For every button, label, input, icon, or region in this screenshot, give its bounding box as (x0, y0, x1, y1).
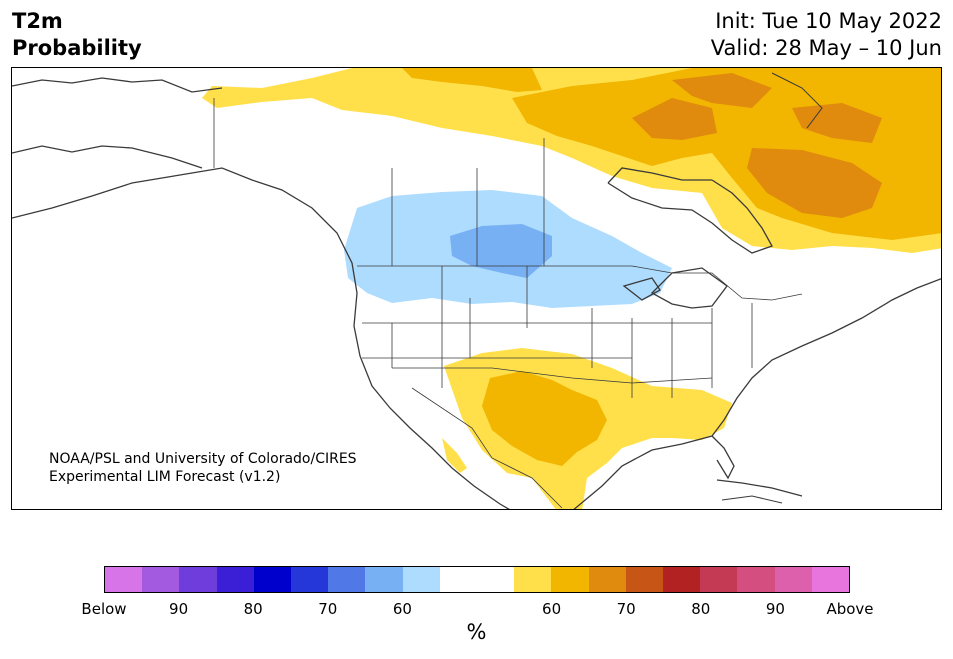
colorbar-tick-label: 90 (765, 600, 785, 618)
above-60-baja (442, 438, 467, 473)
colorbar-segment (663, 567, 701, 592)
date-info: Init: Tue 10 May 2022 Valid: 28 May – 10… (711, 8, 942, 62)
colorbar-tick-label: 70 (616, 600, 636, 618)
colorbar-segment (514, 567, 552, 592)
colorbar-segment (105, 567, 143, 592)
coastlines (12, 77, 941, 509)
title-line-1: T2m (12, 9, 63, 33)
colorbar-segment (142, 567, 180, 592)
colorbar-segment (253, 567, 292, 592)
above-80-labrador (792, 103, 882, 143)
title-line-2: Probability (12, 36, 142, 60)
political-boundaries (213, 98, 803, 509)
colorbar-segment (774, 567, 812, 592)
above-80-quebec (747, 148, 882, 218)
colorbar-tick-label: Above (826, 600, 874, 618)
below-70-dakotas (450, 224, 552, 278)
colorbar-tick-label: 60 (392, 600, 412, 618)
colorbar-segment (477, 567, 515, 592)
colorbar-segment (439, 567, 478, 592)
above-normal-regions (202, 68, 941, 509)
colorbar-segment (700, 567, 738, 592)
colorbar (104, 566, 850, 593)
map-title: T2m Probability (12, 8, 142, 62)
colorbar-segment (811, 567, 850, 592)
colorbar-tick-label: 80 (243, 600, 263, 618)
above-80-arctic (672, 73, 772, 108)
colorbar-segment (365, 567, 403, 592)
colorbar-segment (551, 567, 589, 592)
colorbar-ticks: Below 90 80 70 60 60 70 80 90 Above (81, 600, 873, 620)
init-date: Init: Tue 10 May 2022 (715, 9, 942, 33)
above-70-texas (482, 371, 607, 466)
colorbar-tick-label: Below (81, 600, 127, 618)
colorbar-unit: % (466, 620, 487, 644)
colorbar-segment (216, 567, 254, 592)
forecast-credit: NOAA/PSL and University of Colorado/CIRE… (49, 450, 357, 486)
colorbar-segment (588, 567, 626, 592)
map-canvas (12, 68, 941, 509)
islands (721, 72, 823, 504)
colorbar-segment (291, 567, 329, 592)
below-normal-regions (344, 190, 672, 308)
above-80-baffin (632, 98, 717, 140)
colorbar-tick-label: 60 (542, 600, 562, 618)
colorbar-segment (737, 567, 775, 592)
credit-line-1: NOAA/PSL and University of Colorado/CIRE… (49, 451, 357, 467)
colorbar-tick-label: 70 (318, 600, 338, 618)
above-70-canada-west (402, 68, 542, 92)
colorbar-tick-label: 80 (691, 600, 711, 618)
map-panel (11, 67, 942, 510)
credit-line-2: Experimental LIM Forecast (v1.2) (49, 469, 281, 485)
valid-date: Valid: 28 May – 10 Jun (710, 36, 942, 60)
colorbar-segment (328, 567, 366, 592)
colorbar-segment (625, 567, 664, 592)
colorbar-segment (179, 567, 217, 592)
colorbar-segment (402, 567, 440, 592)
colorbar-tick-label: 90 (169, 600, 189, 618)
